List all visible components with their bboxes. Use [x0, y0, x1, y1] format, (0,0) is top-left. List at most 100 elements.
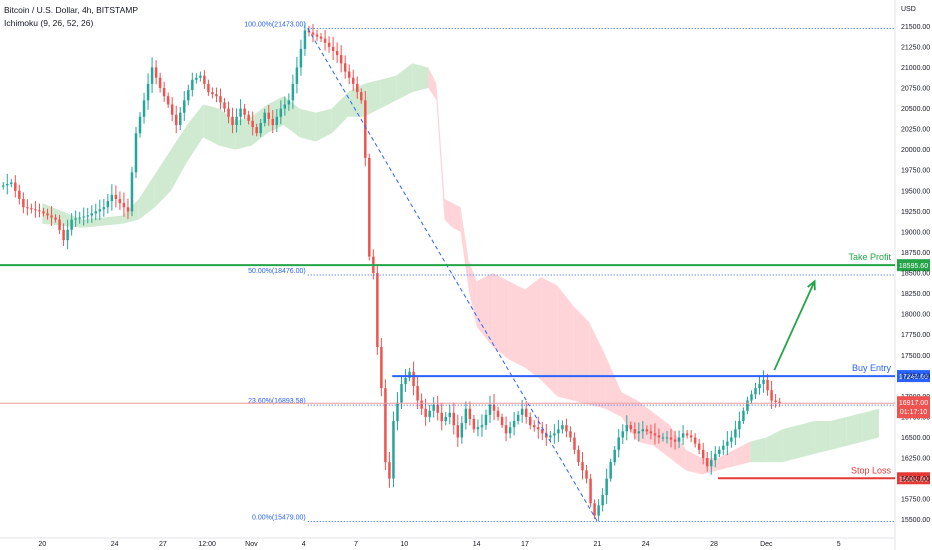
- candle: [10, 182, 13, 184]
- candle: [432, 404, 435, 411]
- candle: [750, 394, 753, 401]
- candle: [287, 100, 291, 105]
- candle: [174, 114, 178, 126]
- candle: [2, 185, 5, 187]
- ichimoku-cloud-segment: [557, 285, 574, 401]
- ichimoku-cloud-segment: [492, 273, 509, 360]
- ichimoku-cloud-segment: [476, 273, 493, 348]
- candle: [207, 83, 210, 93]
- candle: [762, 379, 765, 385]
- y-tick-label: 19250.00: [901, 209, 930, 216]
- candle: [235, 116, 238, 126]
- candle: [460, 423, 464, 438]
- candle: [283, 104, 287, 109]
- candle: [412, 371, 415, 387]
- y-tick-label: 17750.00: [901, 332, 930, 339]
- ichimoku-cloud-segment: [138, 174, 155, 220]
- candle: [541, 429, 544, 434]
- ichimoku-cloud-segment: [605, 355, 622, 417]
- candle: [693, 437, 697, 444]
- x-tick-label: 27: [159, 541, 167, 548]
- target-arrow-head: [807, 279, 816, 291]
- candle: [126, 207, 130, 212]
- x-tick-label: 17: [521, 541, 529, 548]
- x-tick-label: Nov: [245, 541, 258, 548]
- level-name: Take Profit: [848, 252, 891, 262]
- ichimoku-cloud-segment: [814, 421, 831, 454]
- candle: [98, 209, 102, 212]
- ichimoku-cloud-segment: [685, 449, 702, 475]
- candle: [714, 453, 717, 461]
- ichimoku-cloud-segment: [283, 96, 300, 138]
- candle: [428, 410, 431, 417]
- candle: [142, 100, 146, 117]
- candle: [271, 118, 275, 126]
- candle: [158, 77, 162, 89]
- candle: [738, 421, 741, 430]
- candle: [408, 371, 411, 378]
- candle: [150, 67, 154, 84]
- ichimoku-cloud-segment: [347, 83, 365, 117]
- candle: [492, 404, 496, 411]
- candle: [569, 431, 572, 438]
- ichimoku-cloud-segment: [122, 199, 139, 224]
- ichimoku-cloud-segment: [460, 207, 469, 290]
- candle: [335, 51, 339, 56]
- candle: [726, 441, 729, 446]
- candle: [247, 114, 250, 121]
- candle: [130, 172, 134, 212]
- candle: [146, 83, 150, 101]
- x-tick-label: 24: [642, 541, 650, 548]
- y-tick-label: 21250.00: [901, 44, 930, 51]
- candle: [110, 194, 114, 202]
- candle: [601, 495, 604, 506]
- candle: [633, 429, 637, 434]
- fib-level-label: 23.60%(16893.58): [248, 398, 306, 405]
- candle: [774, 400, 777, 402]
- candle: [705, 458, 709, 467]
- candle: [742, 410, 745, 422]
- candle: [388, 462, 391, 479]
- candle: [778, 401, 781, 404]
- x-tick-label: 7: [354, 541, 358, 548]
- fib-level-label: 100.00%(21473.00): [244, 22, 306, 29]
- candle: [617, 437, 620, 450]
- candle: [681, 433, 685, 438]
- candle: [512, 421, 516, 428]
- x-tick-label: 5: [837, 541, 841, 548]
- candle: [106, 201, 110, 208]
- candle: [613, 449, 616, 463]
- candle: [758, 384, 761, 389]
- ichimoku-cloud-segment: [412, 63, 429, 93]
- target-arrow: [773, 280, 816, 371]
- ichimoku-cloud-segment: [830, 416, 847, 450]
- candle: [689, 435, 693, 438]
- ichimoku-cloud-segment: [315, 108, 332, 142]
- candle: [356, 83, 359, 93]
- candle: [641, 429, 645, 432]
- y-tick-label: 18500.00: [901, 271, 930, 278]
- candle: [734, 429, 737, 438]
- ichimoku-cloud-segment: [862, 408, 879, 442]
- candle: [677, 437, 681, 442]
- candle: [528, 416, 532, 426]
- candle: [243, 108, 246, 115]
- x-tick-label: 28: [710, 541, 718, 548]
- candle: [597, 505, 600, 516]
- candle: [18, 190, 21, 200]
- ichimoku-cloud-segment: [170, 125, 188, 191]
- candle: [275, 116, 279, 126]
- candle: [669, 437, 673, 440]
- candle: [480, 425, 484, 428]
- x-tick-label: 24: [111, 541, 119, 548]
- candle: [500, 416, 504, 426]
- indicator-legend: Ichimoku (9, 26, 52, 26): [4, 18, 94, 28]
- ichimoku-cloud-segment: [203, 104, 220, 146]
- level-price-label: 17246.66: [899, 374, 928, 381]
- candle: [223, 102, 226, 109]
- candle: [50, 215, 53, 218]
- candle: [629, 425, 633, 430]
- ichimoku-cloud-segment: [331, 92, 348, 134]
- candle: [561, 425, 564, 430]
